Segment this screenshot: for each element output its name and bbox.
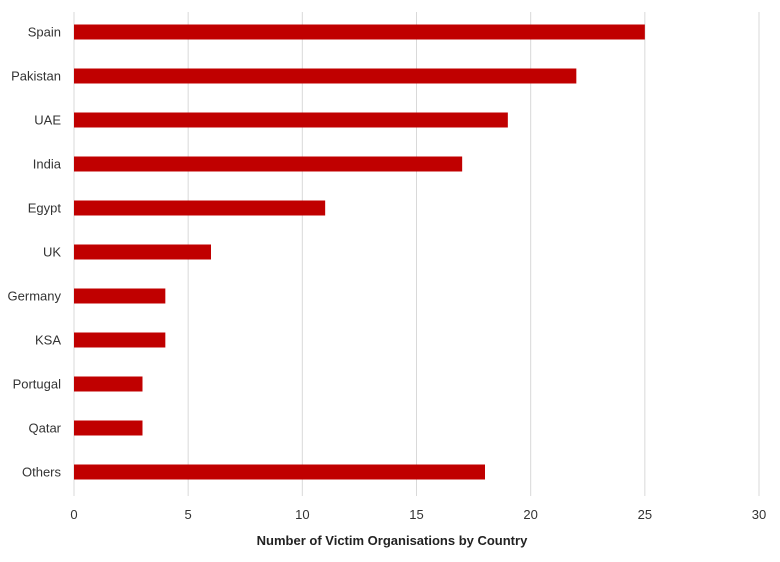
y-tick-label: UK [43,245,61,260]
x-tick-label: 20 [523,507,537,522]
x-tick-label: 30 [752,507,766,522]
x-tick-label: 5 [185,507,192,522]
bar-uae [74,112,508,128]
y-tick-label: Others [22,465,62,480]
x-tick-label: 25 [638,507,652,522]
y-tick-label: India [33,157,62,172]
bar-others [74,464,485,480]
x-axis-title: Number of Victim Organisations by Countr… [257,533,528,548]
bar-spain [74,24,645,40]
gridlines [73,12,760,496]
bar-pakistan [74,68,577,84]
bars [74,24,645,480]
bar-egypt [74,200,326,216]
y-tick-labels: Spain Pakistan UAE India Egypt UK Germany KSA Po… [8,25,62,480]
y-tick-label: Pakistan [11,69,61,84]
bar-portugal [74,376,143,392]
y-tick-label: KSA [35,333,61,348]
bar-ksa [74,332,166,348]
bar-germany [74,288,166,304]
y-tick-label: Spain [28,25,61,40]
y-tick-label: Qatar [28,421,61,436]
x-tick-label: 10 [295,507,309,522]
bar-uk [74,244,211,260]
x-tick-label: 0 [70,507,77,522]
y-tick-label: Egypt [28,201,62,216]
bar-india [74,156,463,172]
x-tick-labels: 0 5 10 15 20 25 30 [70,507,766,522]
y-tick-label: UAE [34,113,61,128]
y-tick-label: Portugal [13,377,62,392]
x-tick-label: 15 [409,507,423,522]
bar-qatar [74,420,143,436]
y-tick-label: Germany [8,289,62,304]
